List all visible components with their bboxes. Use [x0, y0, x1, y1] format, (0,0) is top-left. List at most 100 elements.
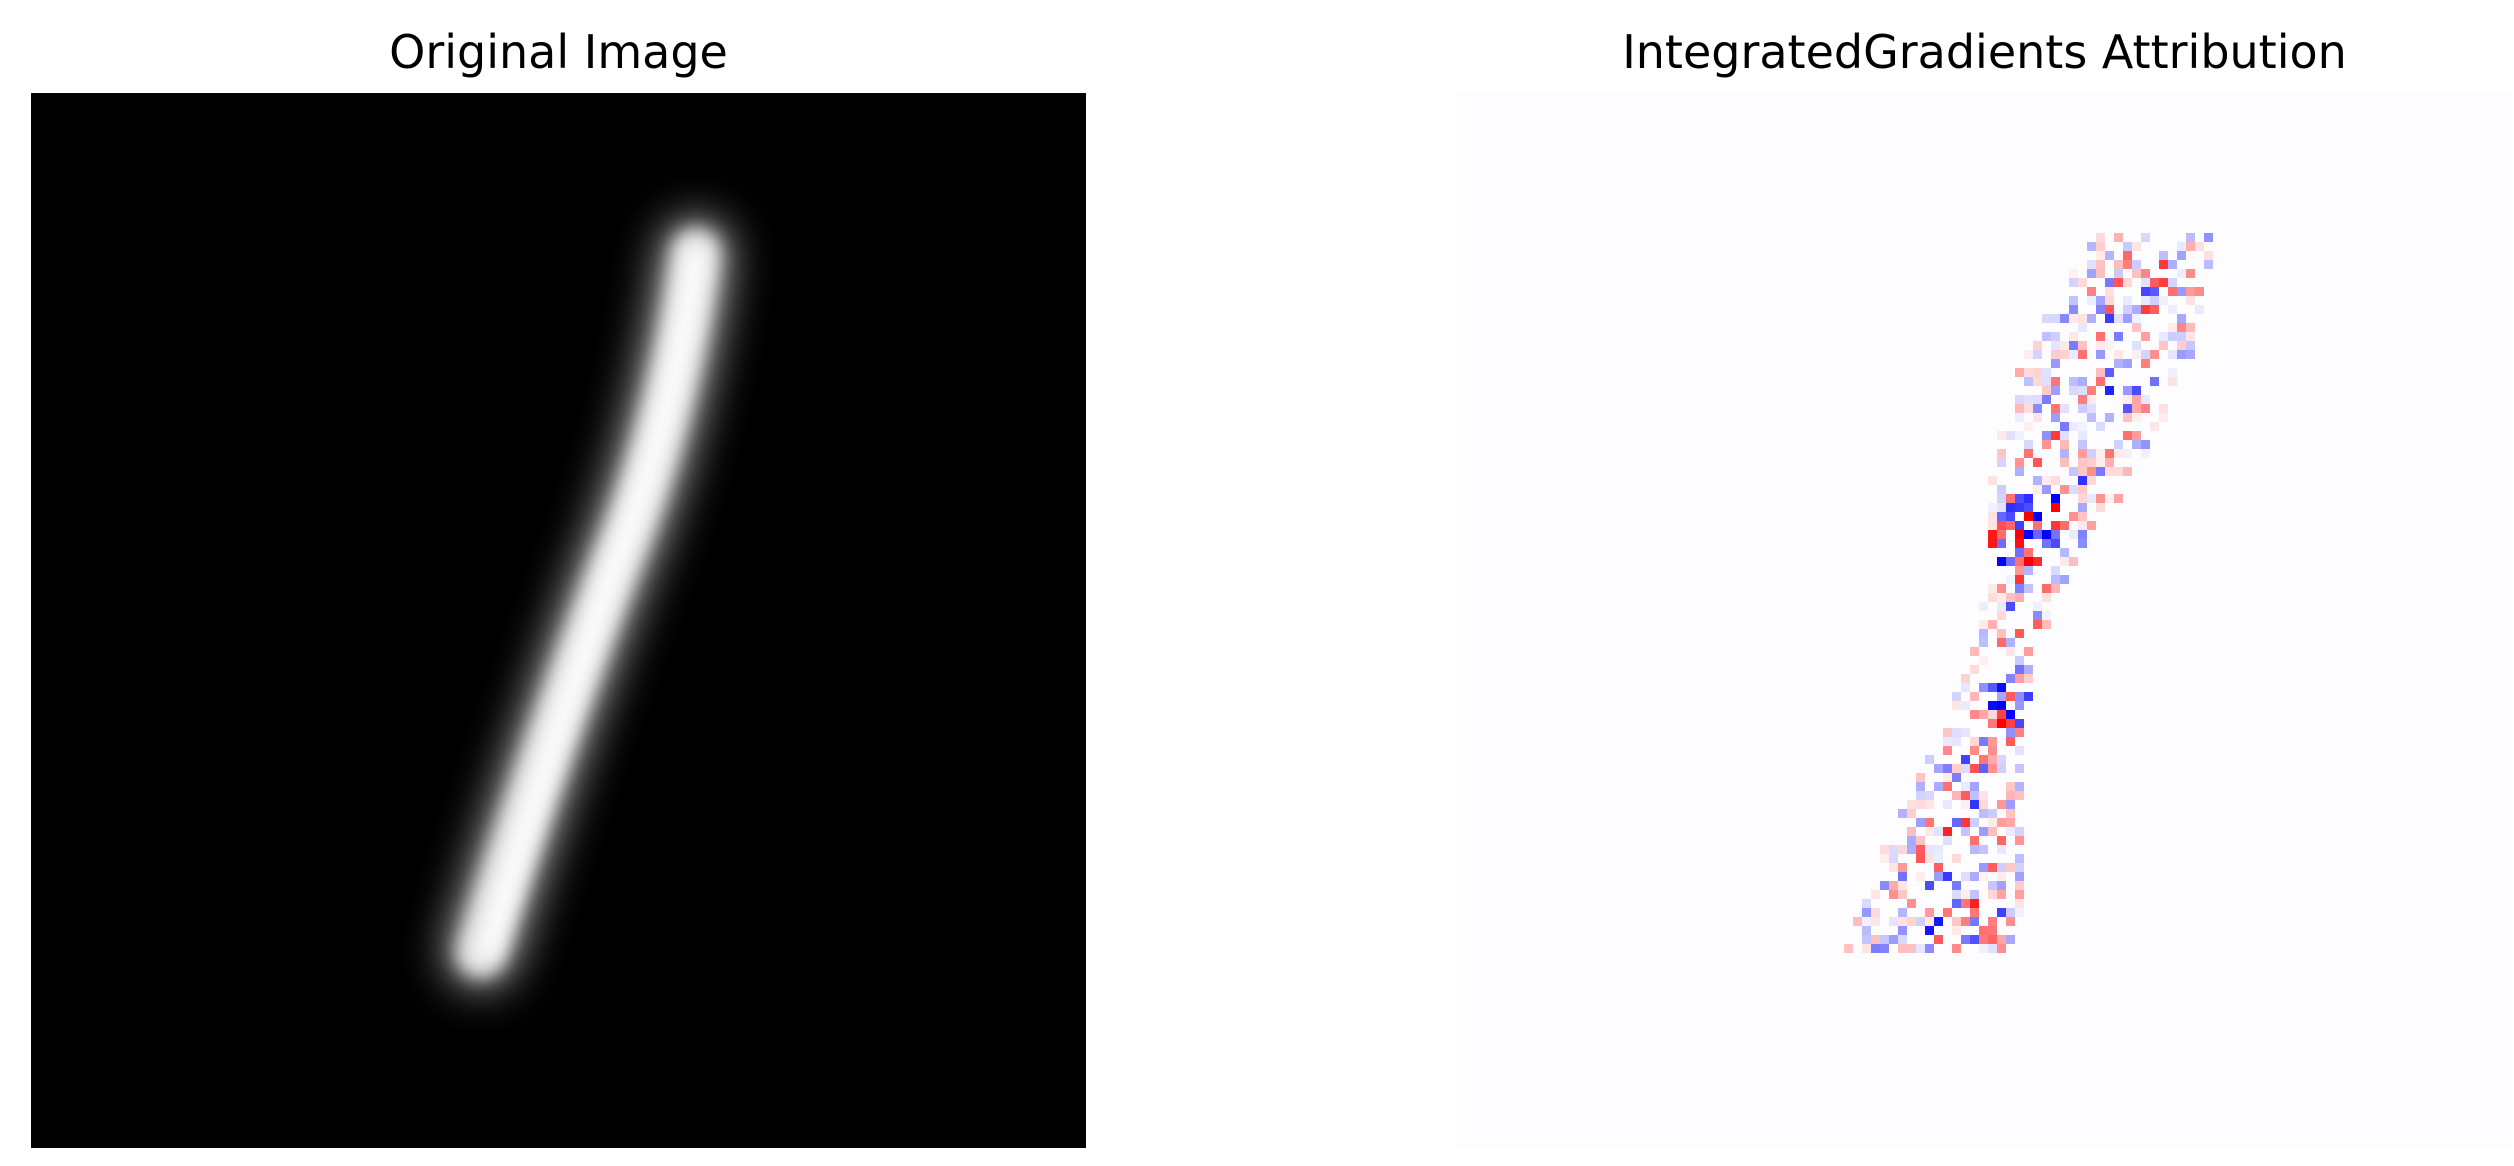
attribution-cell: [2087, 404, 2096, 413]
attribution-cell: [2096, 296, 2105, 305]
attribution-cell: [1898, 917, 1907, 926]
attribution-cell: [2096, 377, 2105, 386]
attribution-cell: [1907, 899, 1916, 908]
attribution-cell: [1889, 854, 1898, 863]
attribution-cell: [2078, 395, 2087, 404]
attribution-cell: [2105, 278, 2114, 287]
attribution-cell: [1970, 665, 1979, 674]
attribution-cell: [1997, 683, 2006, 692]
attribution-cell: [1997, 431, 2006, 440]
attribution-cell: [1970, 890, 1979, 899]
attribution-cell: [1970, 764, 1979, 773]
attribution-cell: [1979, 863, 1988, 872]
attribution-cell: [2069, 467, 2078, 476]
attribution-cell: [1916, 854, 1925, 863]
attribution-cell: [2150, 296, 2159, 305]
attribution-cell: [2159, 413, 2168, 422]
attribution-cell: [2096, 260, 2105, 269]
attribution-cell: [2078, 530, 2087, 539]
attribution-cell: [1871, 935, 1880, 944]
attribution-cell: [2006, 521, 2015, 530]
attribution-cell: [1907, 827, 1916, 836]
attribution-cell: [2060, 404, 2069, 413]
attribution-cell: [2105, 341, 2114, 350]
attribution-cell: [2024, 449, 2033, 458]
attribution-cell: [2132, 314, 2141, 323]
attribution-cell: [2069, 305, 2078, 314]
attribution-cell: [1871, 944, 1880, 953]
attribution-cell: [1970, 710, 1979, 719]
attribution-cell: [2024, 368, 2033, 377]
attribution-cell: [2015, 692, 2024, 701]
attribution-cell: [2087, 413, 2096, 422]
attribution-cell: [1979, 656, 1988, 665]
attribution-cell: [1943, 782, 1952, 791]
attribution-title: IntegratedGradients Attribution: [1622, 25, 2347, 79]
attribution-cell: [2096, 422, 2105, 431]
attribution-cell: [1898, 908, 1907, 917]
attribution-cell: [1934, 935, 1943, 944]
attribution-cell: [2141, 404, 2150, 413]
attribution-cell: [2150, 377, 2159, 386]
attribution-cell: [2033, 377, 2042, 386]
attribution-cell: [2060, 521, 2069, 530]
attribution-cell: [2051, 566, 2060, 575]
attribution-cell: [1907, 917, 1916, 926]
attribution-cell: [2204, 251, 2213, 260]
attribution-cell: [1925, 755, 1934, 764]
attribution-cell: [2015, 539, 2024, 548]
attribution-cell: [1925, 908, 1934, 917]
attribution-cell: [1952, 890, 1961, 899]
attribution-cell: [2015, 431, 2024, 440]
attribution-cell: [2006, 863, 2015, 872]
attribution-cell: [2078, 341, 2087, 350]
attribution-cell: [2105, 314, 2114, 323]
attribution-cell: [1916, 800, 1925, 809]
attribution-cell: [2006, 917, 2015, 926]
attribution-cell: [2186, 341, 2195, 350]
attribution-cell: [2114, 467, 2123, 476]
attribution-cell: [2033, 530, 2042, 539]
attribution-cell: [1997, 845, 2006, 854]
attribution-cell: [2015, 719, 2024, 728]
attribution-cell: [2078, 458, 2087, 467]
attribution-cell: [2033, 485, 2042, 494]
attribution-cell: [1952, 944, 1961, 953]
attribution-cell: [1925, 845, 1934, 854]
attribution-cell: [1916, 836, 1925, 845]
attribution-cell: [2195, 287, 2204, 296]
attribution-cell: [1844, 944, 1853, 953]
attribution-cell: [2087, 386, 2096, 395]
attribution-cell: [1988, 710, 1997, 719]
attribution-cell: [2024, 404, 2033, 413]
attribution-cell: [2114, 350, 2123, 359]
attribution-cell: [2096, 503, 2105, 512]
attribution-cell: [1943, 800, 1952, 809]
attribution-cell: [2069, 530, 2078, 539]
attribution-cell: [1988, 503, 1997, 512]
attribution-cell: [1979, 737, 1988, 746]
attribution-cell: [1961, 800, 1970, 809]
attribution-cell: [2096, 368, 2105, 377]
attribution-cell: [2015, 593, 2024, 602]
attribution-cell: [2006, 638, 2015, 647]
attribution-cell: [2123, 278, 2132, 287]
attribution-cell: [1988, 719, 1997, 728]
attribution-cell: [2159, 296, 2168, 305]
attribution-cell: [2078, 323, 2087, 332]
attribution-cell: [2168, 350, 2177, 359]
attribution-cell: [1934, 872, 1943, 881]
attribution-cell: [1925, 854, 1934, 863]
attribution-cell: [2177, 287, 2186, 296]
attribution-cell: [2015, 890, 2024, 899]
attribution-cell: [2132, 305, 2141, 314]
attribution-cell: [2114, 269, 2123, 278]
attribution-cell: [2006, 512, 2015, 521]
attribution-cell: [1970, 872, 1979, 881]
attribution-cell: [1970, 908, 1979, 917]
attribution-cell: [2015, 404, 2024, 413]
attribution-cell: [1880, 854, 1889, 863]
attribution-cell: [2006, 647, 2015, 656]
attribution-cell: [2051, 431, 2060, 440]
attribution-cell: [2186, 269, 2195, 278]
